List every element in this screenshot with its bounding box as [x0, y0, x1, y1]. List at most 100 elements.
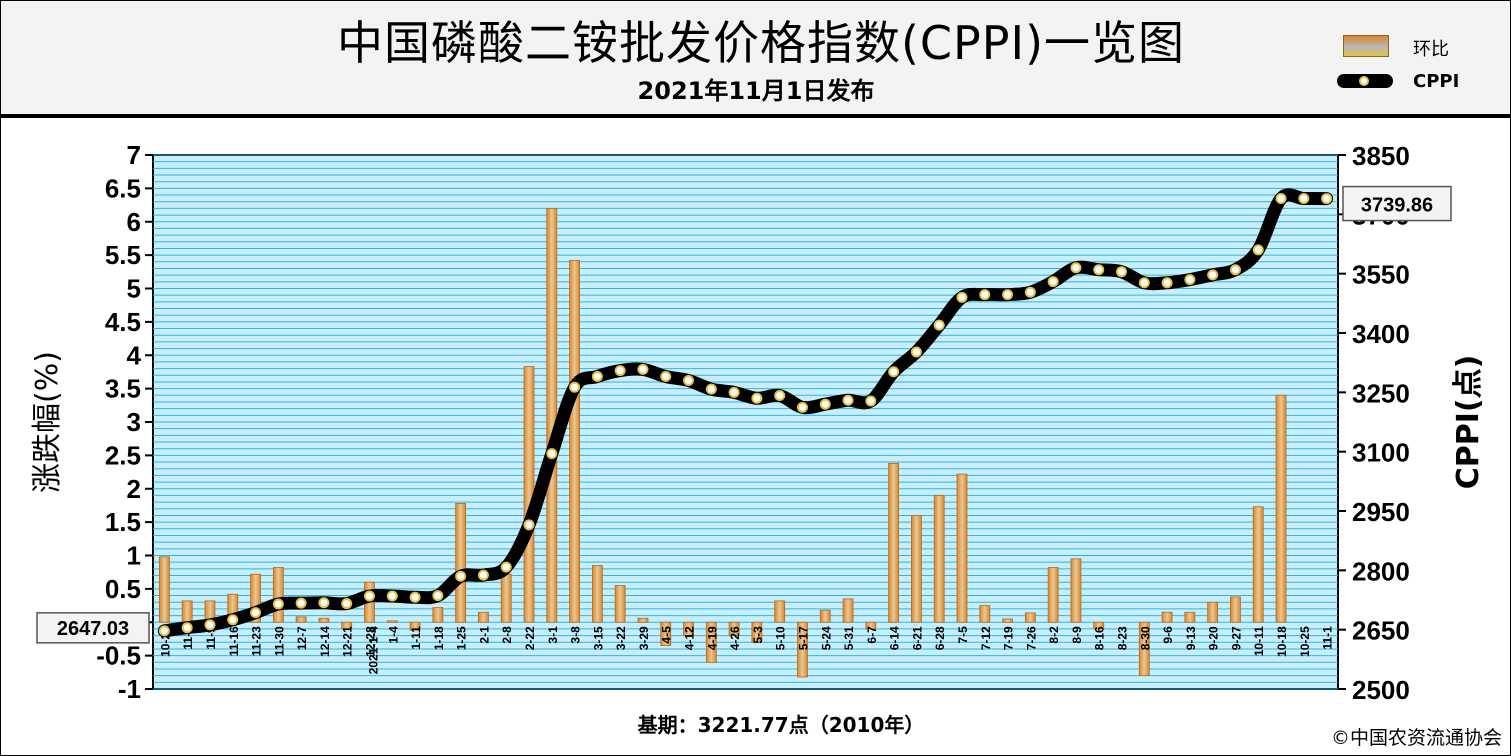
x-tick-label: 11-30	[272, 626, 286, 656]
legend: 环比 CPPI	[1337, 31, 1507, 101]
x-tick-label: 3-1	[546, 626, 560, 644]
bar	[1207, 601, 1219, 623]
legend-bar-label: 环比	[1413, 39, 1449, 60]
x-tick-label: 11-23	[250, 626, 264, 656]
bar	[1138, 621, 1150, 677]
bar	[1024, 612, 1036, 623]
bar	[318, 617, 330, 623]
x-tick-label: 5-31	[842, 626, 856, 650]
line-point	[910, 346, 922, 358]
line-point	[477, 569, 489, 581]
x-tick-label: 9-13	[1184, 626, 1198, 650]
line-point	[250, 607, 262, 619]
left-tick-label: 6	[127, 207, 141, 237]
x-tick-label: 3-15	[591, 626, 605, 650]
x-tick-label: 1-11	[409, 626, 423, 650]
line-point	[341, 598, 353, 610]
bar	[1184, 611, 1196, 623]
bar	[933, 495, 945, 623]
bar	[341, 621, 353, 630]
line-point	[1229, 264, 1241, 276]
right-axis-title: CPPI(点)	[1451, 355, 1486, 490]
x-tick-label: 5-17	[796, 626, 810, 650]
line-point	[1252, 244, 1264, 256]
first-value-label: 2647.03	[57, 618, 129, 640]
line-point	[1002, 289, 1014, 301]
bar	[842, 598, 854, 623]
x-tick-label: 1-25	[455, 626, 469, 650]
left-tick-label: 6.5	[105, 173, 141, 203]
x-tick-label: 3-22	[614, 626, 628, 650]
bar	[1002, 618, 1013, 623]
legend-line-label: CPPI	[1413, 71, 1460, 92]
bar	[478, 611, 489, 623]
line-point	[386, 590, 398, 602]
x-tick-label: 3-8	[569, 626, 583, 644]
left-tick-label: 1.5	[105, 507, 141, 537]
x-tick-label: 12-14	[318, 626, 332, 657]
line-point	[409, 591, 421, 603]
bar	[272, 567, 284, 623]
x-tick-label: 10-18	[1275, 626, 1289, 657]
x-tick-label: 2-8	[500, 626, 514, 644]
bar	[956, 473, 968, 623]
bar	[888, 462, 900, 623]
line-point	[683, 374, 695, 386]
left-tick-label: 3.5	[105, 374, 141, 404]
left-tick-label: 4	[127, 340, 142, 370]
line-point	[1138, 277, 1150, 289]
x-tick-label: 2-22	[523, 626, 537, 650]
line-point	[1298, 193, 1310, 205]
line-series	[157, 188, 1334, 638]
left-axis-title: 涨跌幅(%)	[30, 351, 65, 493]
line-point	[956, 291, 968, 303]
x-tick-label: 12-28	[363, 626, 377, 657]
x-tick-label: 8-23	[1116, 626, 1130, 650]
right-tick-label: 3850	[1352, 141, 1410, 171]
line-point	[591, 371, 603, 383]
x-tick-label: 1-18	[432, 626, 446, 650]
bar	[865, 621, 877, 630]
right-tick-label: 2950	[1352, 497, 1410, 527]
last-value-label: 3739.86	[1361, 195, 1433, 217]
page-title: 中国磷酸二铵批发价格指数(CPPI)一览图	[336, 16, 1186, 70]
line-point	[272, 598, 284, 610]
x-tick-label: 9-6	[1161, 626, 1175, 644]
bar	[911, 515, 922, 623]
bar	[1161, 611, 1173, 623]
bar	[432, 607, 444, 623]
copyright: ©中国农资流通协会	[1330, 727, 1502, 749]
value-callouts: 2647.03 3739.86	[36, 185, 1452, 644]
bar	[614, 585, 626, 623]
x-tick-label: 4-26	[728, 626, 742, 650]
right-tick-label: 2500	[1352, 675, 1410, 705]
first-value-box	[36, 612, 150, 644]
line-point	[842, 394, 854, 406]
bar	[409, 621, 421, 631]
x-tick-label: 8-30	[1138, 626, 1152, 650]
right-tick-label: 3250	[1352, 378, 1410, 408]
bar	[500, 573, 512, 623]
line-point	[774, 389, 786, 401]
bar	[797, 621, 808, 678]
x-tick-label: 8-2	[1047, 626, 1061, 644]
x-tick-label: 5-3	[751, 626, 765, 644]
line-point	[227, 614, 239, 626]
year-marker-label: 2021-1-4	[366, 626, 380, 674]
line-point	[1321, 193, 1333, 205]
publish-date: 2021年11月1日发布	[637, 77, 875, 105]
bar	[774, 600, 786, 623]
right-tick-label: 3550	[1352, 260, 1410, 290]
grid-lines	[153, 154, 1338, 690]
bar	[1070, 558, 1082, 623]
bar	[819, 609, 831, 623]
line-point	[979, 289, 991, 301]
left-tick-label: 1	[127, 541, 141, 571]
bar	[637, 617, 649, 623]
x-tick-label: 8-9	[1070, 626, 1084, 644]
x-tick-label: 10-25	[1298, 626, 1312, 657]
bar	[660, 621, 672, 647]
left-tick-label: 5	[127, 274, 141, 304]
left-tick-label: 2.5	[105, 440, 141, 470]
